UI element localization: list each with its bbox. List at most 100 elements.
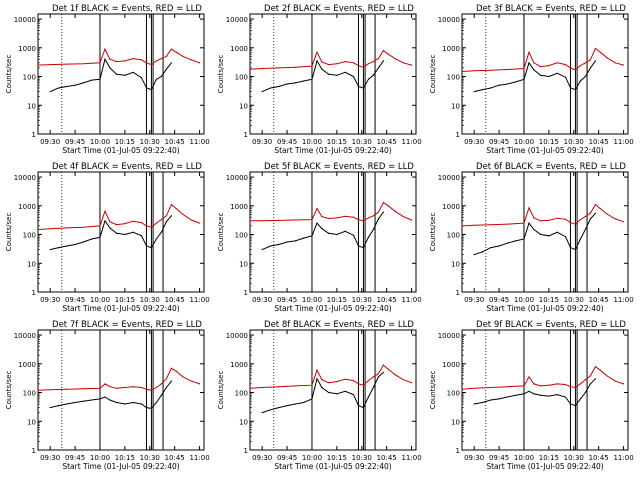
panel-title: Det 5f BLACK = Events, RED = LLD — [264, 162, 414, 172]
point-lld — [357, 219, 360, 221]
x-tick-label: 10:45 — [377, 138, 397, 146]
point-lld — [249, 68, 251, 70]
y-tick-label: 10000 — [438, 174, 460, 182]
point-lld — [190, 219, 192, 221]
point-lld — [533, 217, 535, 219]
point-events — [311, 78, 313, 80]
plot-frame — [249, 329, 417, 451]
point-lld — [321, 379, 323, 381]
point-events — [523, 393, 525, 395]
point-lld — [82, 63, 84, 65]
x-tick-label: 10:00 — [514, 138, 534, 146]
point-events — [294, 82, 296, 84]
point-lld — [556, 383, 558, 385]
x-tick-label: 10:30 — [352, 138, 372, 146]
point-lld — [539, 385, 542, 387]
point-events — [539, 74, 542, 76]
point-lld — [37, 64, 39, 66]
point-lld — [564, 383, 567, 386]
point-lld — [564, 218, 567, 220]
point-lld — [336, 217, 338, 219]
x-tick-label: 10:30 — [352, 454, 372, 462]
point-lld — [367, 380, 370, 382]
point-lld — [182, 376, 184, 378]
point-lld — [115, 387, 118, 389]
point-lld — [140, 386, 143, 389]
y-tick-label: 1 — [244, 131, 248, 139]
point-lld — [104, 383, 106, 385]
y-tick-label: 100 — [235, 390, 248, 398]
x-tick-label: 10:45 — [377, 296, 397, 304]
y-tick-label: 100 — [23, 232, 36, 240]
y-tick-label: 100 — [447, 232, 460, 240]
point-events — [165, 221, 167, 223]
point-lld — [490, 224, 492, 226]
point-events — [357, 405, 360, 407]
point-events — [579, 238, 582, 240]
plot-frame — [461, 13, 629, 135]
point-events — [533, 393, 535, 395]
panel-8: Det 8f BLACK = Events, RED = LLD 1 10 100 10… — [217, 320, 422, 471]
x-tick-label: 11:00 — [401, 454, 421, 462]
point-events — [336, 233, 338, 236]
point-lld — [190, 59, 192, 61]
y-tick-label: 1 — [32, 447, 36, 455]
point-events — [66, 85, 68, 88]
x-tick-label: 11:00 — [189, 138, 209, 146]
point-events — [57, 247, 60, 249]
point-events — [556, 231, 558, 233]
point-lld — [372, 215, 374, 217]
point-lld — [377, 58, 379, 60]
point-events — [74, 401, 76, 404]
x-tick-label: 10:15 — [327, 138, 347, 146]
y-tick-label: 10 — [451, 102, 460, 110]
point-events — [498, 84, 500, 86]
x-tick-label: 10:00 — [90, 454, 110, 462]
point-lld — [584, 379, 586, 381]
point-lld — [344, 215, 346, 217]
point-lld — [556, 62, 558, 64]
point-events — [506, 83, 508, 85]
point-events — [269, 409, 272, 411]
point-events — [367, 396, 370, 398]
x-tick-label: 11:00 — [189, 296, 209, 304]
point-lld — [190, 380, 192, 382]
point-lld — [377, 211, 379, 213]
point-events — [165, 386, 167, 389]
x-tick-label: 09:45 — [277, 454, 297, 462]
point-events — [594, 212, 596, 214]
point-lld — [124, 223, 126, 225]
x-tick-label: 09:30 — [464, 454, 484, 462]
point-lld — [132, 58, 134, 60]
point-events — [372, 386, 374, 389]
point-events — [327, 391, 330, 394]
point-lld — [175, 370, 177, 372]
point-lld — [115, 61, 118, 63]
point-lld — [37, 228, 39, 231]
point-events — [109, 227, 111, 229]
point-lld — [109, 58, 111, 60]
y-tick-label: 1 — [244, 289, 248, 297]
y-tick-label: 1000 — [230, 203, 248, 211]
x-axis-label: Start Time (01-Jul-05 09:22:40) — [62, 304, 179, 313]
point-events — [269, 87, 272, 89]
point-lld — [124, 60, 126, 62]
y-axis-label: Counts/sec — [5, 371, 13, 410]
point-events — [584, 75, 586, 78]
x-tick-label: 10:00 — [302, 296, 322, 304]
point-lld — [528, 51, 530, 53]
point-events — [124, 403, 126, 405]
point-events — [564, 235, 567, 238]
point-lld — [357, 65, 360, 67]
y-tick-label: 10000 — [14, 174, 36, 182]
panel-title: Det 4f BLACK = Events, RED = LLD — [52, 162, 202, 172]
point-events — [294, 403, 296, 405]
point-lld — [377, 373, 379, 375]
point-events — [91, 79, 93, 81]
point-events — [316, 222, 318, 224]
point-events — [498, 398, 500, 400]
series-lld — [461, 365, 624, 390]
y-tick-label: 100 — [447, 390, 460, 398]
point-lld — [49, 228, 51, 230]
point-events — [278, 85, 280, 88]
